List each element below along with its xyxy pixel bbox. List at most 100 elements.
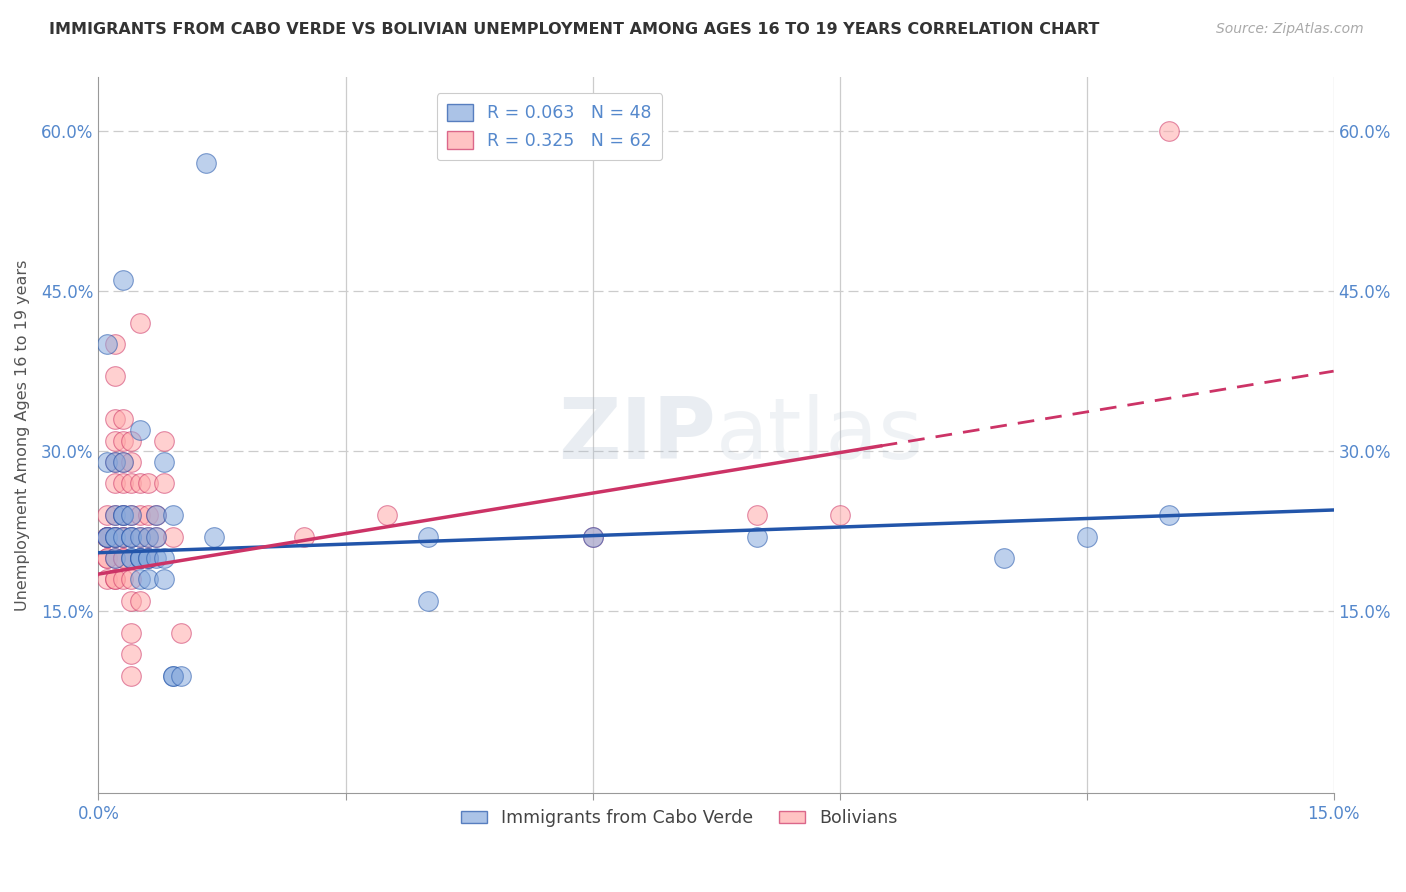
Point [96,530,118,544]
Point [153,551,176,566]
Point [112,530,135,544]
Point [145,508,167,523]
Point [162,668,184,682]
Point [1076,530,1098,544]
Point [96,337,118,351]
Point [145,551,167,566]
Text: Source: ZipAtlas.com: Source: ZipAtlas.com [1216,22,1364,37]
Point [120,530,142,544]
Point [112,551,135,566]
Point [128,530,150,544]
Point [120,508,142,523]
Point [375,508,398,523]
Point [128,530,150,544]
Point [112,508,135,523]
Point [112,551,135,566]
Point [416,593,439,607]
Point [153,455,176,469]
Point [120,530,142,544]
Point [104,337,127,351]
Point [128,573,150,587]
Point [145,530,167,544]
Point [145,508,167,523]
Point [112,508,135,523]
Point [104,369,127,384]
Point [747,530,769,544]
Point [104,476,127,491]
Point [162,508,184,523]
Point [112,508,135,523]
Point [104,455,127,469]
Point [112,412,135,426]
Point [112,530,135,544]
Point [96,530,118,544]
Point [120,647,142,661]
Point [581,530,603,544]
Point [136,530,159,544]
Point [120,508,142,523]
Point [112,530,135,544]
Point [136,551,159,566]
Point [120,573,142,587]
Point [128,508,150,523]
Point [170,625,193,640]
Point [202,530,225,544]
Text: atlas: atlas [716,393,924,476]
Point [104,508,127,523]
Point [120,455,142,469]
Point [112,455,135,469]
Point [96,573,118,587]
Point [96,530,118,544]
Point [120,551,142,566]
Point [136,476,159,491]
Point [104,573,127,587]
Point [828,508,851,523]
Point [120,476,142,491]
Point [993,551,1015,566]
Point [136,508,159,523]
Point [128,316,150,330]
Point [153,573,176,587]
Point [96,551,118,566]
Point [120,530,142,544]
Point [112,455,135,469]
Point [136,551,159,566]
Point [162,668,184,682]
Point [104,530,127,544]
Point [581,530,603,544]
Point [128,476,150,491]
Point [96,530,118,544]
Point [153,476,176,491]
Point [96,455,118,469]
Point [120,593,142,607]
Point [416,530,439,544]
Point [128,551,150,566]
Point [120,625,142,640]
Point [104,551,127,566]
Point [104,551,127,566]
Text: ZIP: ZIP [558,393,716,476]
Point [112,476,135,491]
Point [128,423,150,437]
Point [128,551,150,566]
Point [170,668,193,682]
Legend: Immigrants from Cabo Verde, Bolivians: Immigrants from Cabo Verde, Bolivians [454,803,904,834]
Point [112,573,135,587]
Y-axis label: Unemployment Among Ages 16 to 19 years: Unemployment Among Ages 16 to 19 years [15,260,30,611]
Point [104,455,127,469]
Point [104,530,127,544]
Point [96,530,118,544]
Point [104,412,127,426]
Point [128,551,150,566]
Point [120,434,142,448]
Point [104,530,127,544]
Point [96,551,118,566]
Point [128,551,150,566]
Point [145,530,167,544]
Point [747,508,769,523]
Point [96,508,118,523]
Point [136,573,159,587]
Point [104,434,127,448]
Point [1157,124,1180,138]
Point [96,530,118,544]
